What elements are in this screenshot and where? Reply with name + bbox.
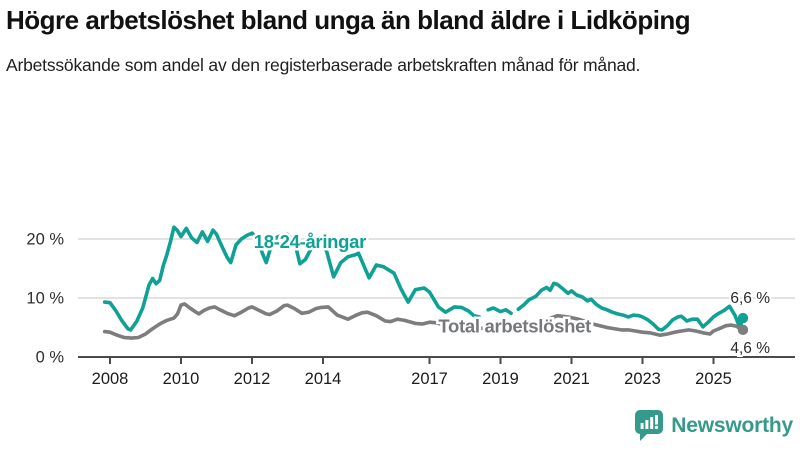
x-tick-label: 2025 bbox=[695, 370, 732, 388]
x-tick-label: 2014 bbox=[305, 370, 342, 388]
brand-name: Newsworthy bbox=[671, 413, 793, 437]
y-tick-label: 10 % bbox=[26, 290, 64, 308]
series-line-total bbox=[102, 302, 745, 340]
series-line-youth bbox=[516, 281, 745, 332]
x-tick-label: 2008 bbox=[92, 370, 129, 388]
x-tick-label: 2017 bbox=[411, 370, 448, 388]
series-inline-label: 18-24-åringar bbox=[254, 231, 366, 252]
series-end-label: 4,6 % bbox=[730, 340, 770, 357]
x-tick-label: 2019 bbox=[482, 370, 519, 388]
x-tick-label: 2021 bbox=[553, 370, 590, 388]
series-line-youth bbox=[486, 306, 513, 316]
series-end-dot bbox=[737, 324, 749, 336]
series-inline-label: Total arbetslöshet bbox=[438, 316, 591, 337]
page-title: Högre arbetslöshet bland unga än bland ä… bbox=[6, 5, 691, 35]
x-tick-label: 2010 bbox=[163, 370, 200, 388]
series-end-label: 6,6 % bbox=[730, 290, 770, 307]
x-tick-label: 2023 bbox=[624, 370, 661, 388]
series-end-dot bbox=[737, 312, 749, 324]
page-subtitle: Arbetssökande som andel av den registerb… bbox=[6, 54, 641, 75]
newsworthy-logo[interactable]: Newsworthy bbox=[635, 410, 793, 441]
y-tick-label: 0 % bbox=[36, 349, 65, 367]
y-tick-label: 20 % bbox=[26, 231, 64, 249]
series-line-youth bbox=[102, 225, 482, 332]
newsworthy-chart-bubble-icon bbox=[635, 410, 664, 441]
chart-header: Högre arbetslöshet bland unga än bland ä… bbox=[6, 4, 794, 79]
unemployment-line-chart: 2008 2010 2012 2014 2017 2019 2021 2023 2025 0 % 1… bbox=[26, 225, 795, 388]
x-tick-label: 2012 bbox=[234, 370, 271, 388]
